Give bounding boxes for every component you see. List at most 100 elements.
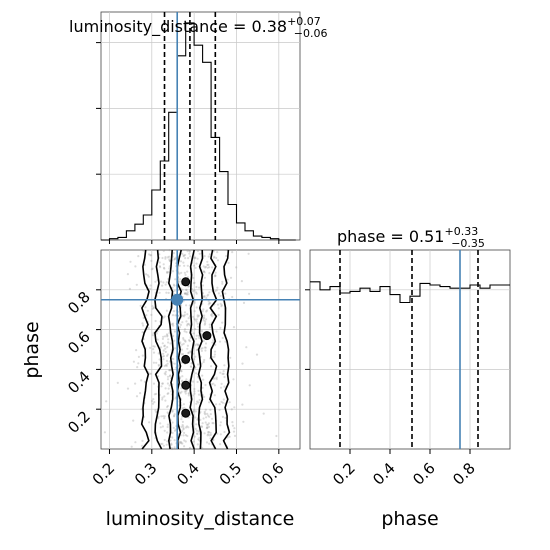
sample-point — [179, 341, 182, 344]
sample-point — [195, 337, 198, 340]
sample-point — [216, 303, 220, 306]
sample-point — [178, 391, 181, 394]
sample-point — [182, 337, 185, 340]
sample-point — [187, 257, 190, 260]
sample-point — [224, 340, 227, 343]
sample-point — [188, 392, 191, 395]
sample-point — [223, 375, 226, 379]
sample-point — [161, 342, 164, 345]
sample-point — [222, 398, 225, 401]
sample-point — [146, 309, 149, 312]
sample-point — [211, 341, 214, 344]
sample-point — [212, 339, 215, 342]
sample-point — [194, 257, 197, 260]
sample-point — [164, 256, 167, 259]
sample-point — [173, 330, 176, 333]
sample-point — [130, 445, 133, 448]
sample-point — [193, 289, 196, 292]
density-peak-2 — [181, 380, 191, 390]
sample-point — [186, 264, 189, 267]
sample-point — [195, 320, 198, 323]
sample-point — [230, 408, 233, 411]
sample-point — [161, 284, 164, 287]
sample-point — [181, 375, 184, 378]
sample-point — [187, 322, 190, 325]
sample-point — [181, 379, 184, 382]
sample-point — [135, 349, 138, 352]
sample-point — [162, 415, 165, 418]
sample-point — [183, 328, 187, 331]
sample-point — [193, 281, 196, 284]
sample-point — [208, 266, 211, 269]
sample-point — [193, 435, 196, 438]
sample-point — [164, 335, 167, 338]
sample-point — [165, 333, 169, 336]
sample-point — [163, 344, 166, 347]
sample-point — [164, 373, 167, 376]
sample-point — [247, 252, 250, 255]
sample-point — [194, 318, 197, 321]
sample-point — [161, 337, 164, 340]
sample-point — [134, 441, 137, 444]
sample-point — [159, 426, 162, 429]
sample-point — [150, 268, 153, 271]
sample-point — [182, 403, 185, 406]
sample-point — [185, 288, 188, 291]
sample-point — [222, 372, 225, 375]
sample-point — [207, 293, 210, 296]
phase-y-tick-labels: 0.2 0.4 0.6 0.8 — [64, 288, 94, 437]
sample-point — [181, 423, 184, 427]
sample-point — [187, 394, 190, 397]
sample-point — [182, 338, 185, 341]
sample-point — [179, 392, 182, 395]
sample-point — [204, 413, 207, 416]
sample-point — [141, 322, 144, 325]
sample-point — [204, 346, 207, 349]
sample-point — [148, 421, 151, 424]
sample-point — [167, 387, 170, 390]
sample-point — [195, 402, 198, 405]
sample-point — [184, 392, 187, 395]
sample-point — [151, 307, 154, 310]
sample-point — [143, 380, 146, 383]
luminosity-distance-histogram — [101, 12, 296, 241]
sample-point — [195, 348, 198, 352]
sample-point — [153, 401, 156, 404]
sample-point — [182, 427, 185, 430]
sample-point — [174, 428, 177, 431]
sample-point — [166, 440, 169, 443]
sample-point — [221, 282, 224, 285]
bottom-left-grid — [101, 250, 300, 449]
sample-point — [209, 413, 212, 416]
sample-point — [203, 323, 206, 326]
sample-point — [182, 255, 185, 258]
sample-point — [140, 379, 143, 382]
sample-point — [162, 335, 165, 338]
sample-point — [206, 423, 209, 426]
sample-point — [189, 365, 192, 368]
sample-point — [174, 314, 177, 317]
sample-point — [240, 280, 243, 283]
sample-point — [171, 409, 174, 412]
sample-point — [207, 414, 210, 417]
sample-point — [152, 348, 155, 351]
sample-point — [173, 446, 176, 449]
sample-point — [164, 399, 167, 402]
sample-point — [202, 360, 205, 364]
sample-point — [235, 266, 238, 269]
sample-point — [215, 403, 218, 406]
sample-point — [206, 426, 209, 429]
sample-point — [178, 272, 181, 275]
sample-point — [215, 289, 218, 292]
sample-point — [196, 315, 199, 318]
sample-point — [187, 351, 190, 355]
sample-point — [180, 271, 183, 274]
sample-point — [221, 321, 224, 324]
sample-point — [172, 357, 175, 361]
sample-point — [193, 358, 196, 361]
sample-point — [185, 292, 188, 295]
sample-point — [205, 441, 209, 444]
sample-point — [135, 395, 139, 398]
sample-point — [181, 252, 184, 255]
